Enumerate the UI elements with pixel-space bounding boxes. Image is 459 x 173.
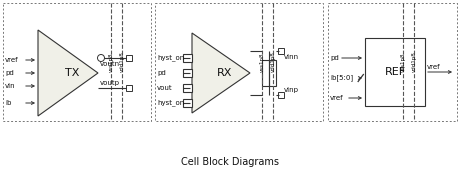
- Text: vdd1p8: vdd1p8: [270, 52, 275, 72]
- Circle shape: [97, 54, 104, 61]
- Bar: [364, 38, 424, 106]
- Text: vref: vref: [329, 95, 343, 101]
- Text: vss1p8: vss1p8: [108, 52, 113, 72]
- Text: ib[5:0]: ib[5:0]: [329, 75, 353, 81]
- Text: pd: pd: [157, 70, 165, 76]
- Text: vin: vin: [5, 83, 16, 89]
- Bar: [126, 55, 132, 61]
- Bar: [183, 84, 191, 92]
- Text: hyst_on: hyst_on: [157, 100, 184, 106]
- Bar: [183, 54, 191, 62]
- Text: pd: pd: [5, 70, 14, 76]
- Text: REF: REF: [384, 67, 405, 77]
- Text: vref: vref: [426, 64, 440, 70]
- Polygon shape: [38, 30, 98, 116]
- Text: ib: ib: [5, 100, 11, 106]
- Text: vref: vref: [5, 57, 18, 63]
- Text: vdd1p8: vdd1p8: [411, 52, 415, 72]
- Bar: [277, 92, 283, 98]
- Text: RX: RX: [217, 68, 232, 78]
- Bar: [277, 48, 283, 54]
- Bar: [262, 60, 275, 86]
- Text: TX: TX: [65, 68, 79, 78]
- Text: vss1p8: vss1p8: [259, 52, 264, 72]
- Bar: [327, 3, 456, 121]
- Polygon shape: [191, 33, 249, 113]
- Text: voutn: voutn: [100, 61, 120, 67]
- Text: vinp: vinp: [283, 87, 298, 93]
- Text: hyst_on: hyst_on: [157, 55, 184, 61]
- Text: vout: vout: [157, 85, 172, 91]
- Text: pd: pd: [329, 55, 338, 61]
- Bar: [155, 3, 322, 121]
- Text: vdd1p8: vdd1p8: [119, 52, 124, 72]
- Bar: [126, 85, 132, 91]
- Text: voutp: voutp: [100, 80, 120, 86]
- Bar: [183, 99, 191, 107]
- Text: vss1p8: vss1p8: [400, 52, 405, 72]
- Bar: [183, 69, 191, 77]
- Text: Cell Block Diagrams: Cell Block Diagrams: [180, 157, 279, 167]
- Bar: [3, 3, 151, 121]
- Text: vinn: vinn: [283, 54, 298, 60]
